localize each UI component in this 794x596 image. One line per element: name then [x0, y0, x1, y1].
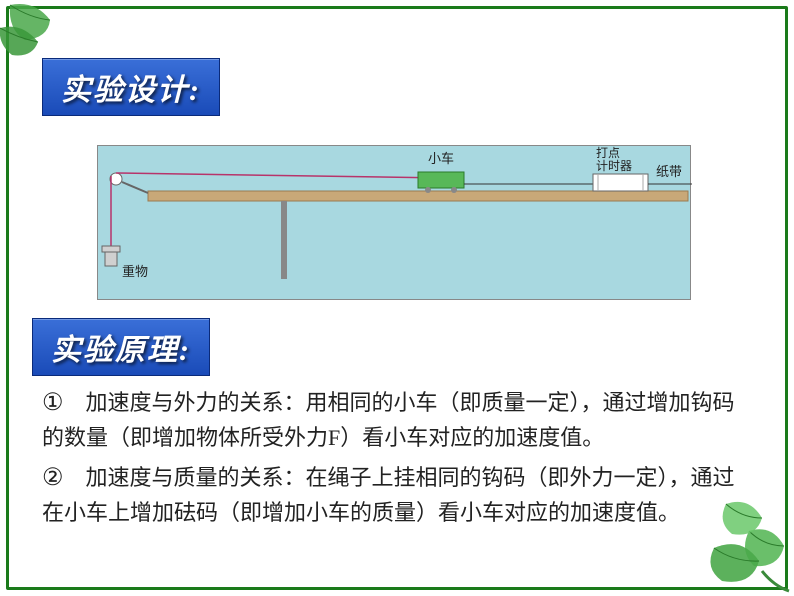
experiment-diagram: 重物 小车 打点 计时器 纸带 [97, 145, 691, 300]
cart-label: 小车 [428, 151, 454, 166]
p1-number: ① [42, 390, 64, 416]
timer-body [593, 174, 648, 191]
cart-body [418, 172, 464, 188]
cart-wheel-1 [425, 187, 431, 193]
weight-label: 重物 [122, 264, 148, 279]
tape-label: 纸带 [656, 164, 682, 179]
header-design: 实验设计: [42, 58, 220, 116]
support-leg [281, 201, 287, 279]
p2-text: 加速度与质量的关系：在绳子上挂相同的钩码（即外力一定），通过在小车上增加砝码（即… [42, 465, 735, 525]
principle-1: ① 加速度与外力的关系：用相同的小车（即质量一定），通过增加钩码的数量（即增加物… [42, 385, 752, 454]
diagram-svg: 重物 小车 打点 计时器 纸带 [98, 146, 692, 301]
p1-text-b: ）看小车对应的加速度值。 [340, 425, 604, 450]
weight-body [105, 252, 117, 266]
rope-horizontal [116, 173, 446, 178]
header-principle: 实验原理: [32, 318, 210, 376]
principle-2: ② 加速度与质量的关系：在绳子上挂相同的钩码（即外力一定），通过在小车上增加砝码… [42, 460, 752, 529]
pulley-icon [110, 173, 122, 185]
p1-f: F [328, 425, 340, 450]
timer-label-2: 计时器 [596, 159, 632, 173]
cart-wheel-2 [451, 187, 457, 193]
header-design-text: 实验设计: [61, 74, 201, 107]
pulley-arm [122, 182, 148, 193]
timer-label-1: 打点 [596, 146, 620, 160]
track-bar [148, 191, 688, 201]
header-principle-text: 实验原理: [51, 334, 191, 367]
p2-number: ② [42, 465, 64, 491]
principle-body: ① 加速度与外力的关系：用相同的小车（即质量一定），通过增加钩码的数量（即增加物… [42, 385, 752, 535]
weight-top [102, 246, 120, 252]
